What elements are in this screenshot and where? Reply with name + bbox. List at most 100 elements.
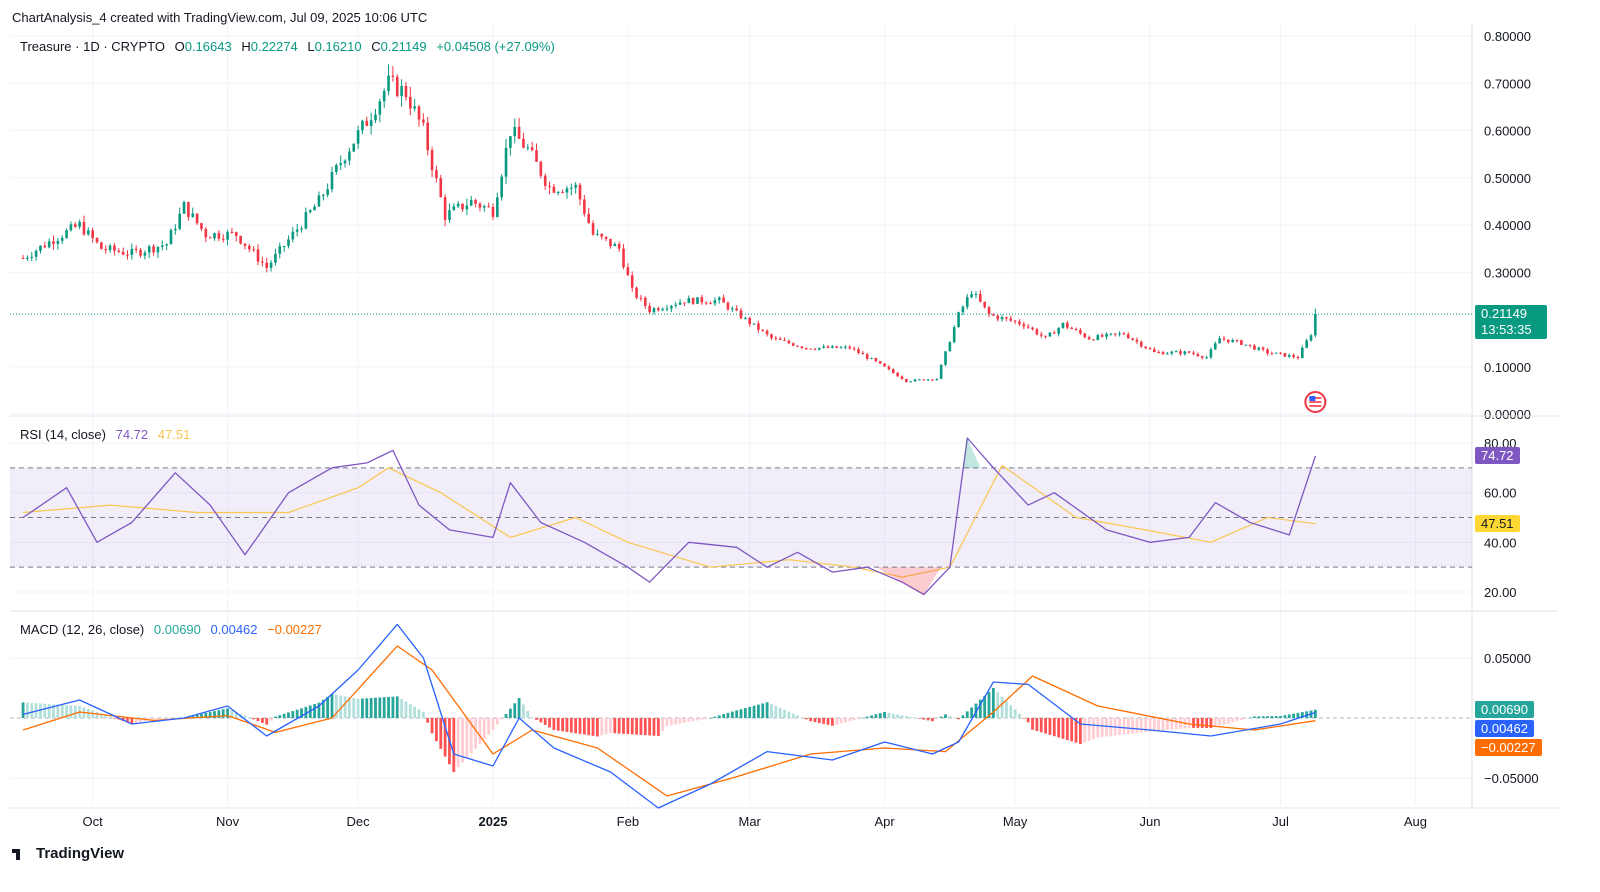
candle (1161, 350, 1165, 355)
candle (152, 244, 155, 256)
macd-hist-bar (996, 692, 1000, 718)
candle-body (870, 358, 873, 360)
candle-body (439, 178, 443, 198)
candle-body (422, 119, 425, 123)
candle-body (770, 334, 773, 339)
macd-hist-bar (1022, 718, 1026, 719)
candle-body (417, 106, 421, 120)
candle (1009, 315, 1013, 323)
macd-line (22, 623, 1316, 809)
macd-hist-bar (260, 718, 264, 723)
macd-hist-bar (482, 718, 486, 740)
candle (870, 357, 873, 360)
candle-body (1174, 351, 1178, 353)
macd-hist-bar (1070, 718, 1074, 742)
candle-body (456, 203, 460, 207)
candle-body (1000, 317, 1004, 320)
macd-hist-bar (1152, 718, 1156, 732)
candle (1126, 331, 1130, 339)
macd-hist-bar (504, 714, 508, 718)
macd-hist-bar (561, 718, 565, 732)
candle (1305, 338, 1308, 349)
candle-body (1183, 351, 1187, 355)
candle-body (252, 249, 255, 251)
macd-hist-bar (700, 718, 704, 720)
candle (783, 337, 786, 341)
macd-hist-bar (1279, 715, 1282, 718)
candle-body (1161, 352, 1165, 355)
macd-hist-bar (513, 703, 517, 718)
candle-body (918, 379, 921, 381)
macd-hist-bar (1135, 718, 1139, 734)
tradingview-logo[interactable]: TradingView (12, 845, 124, 862)
macd-hist-bar (165, 718, 169, 719)
candle-body (1113, 333, 1117, 335)
macd-hist-bar (1105, 718, 1108, 737)
macd-hist-bar (304, 706, 308, 718)
candle (918, 378, 921, 381)
macd-hist-bar (1009, 705, 1013, 718)
candle (913, 378, 917, 382)
candle (709, 301, 712, 305)
candle-body (226, 231, 229, 240)
candle (948, 341, 952, 352)
candle-body (909, 381, 912, 383)
macd-title[interactable]: MACD (12, 26, close) (20, 622, 145, 637)
candle-body (691, 298, 695, 304)
candle-body (887, 366, 891, 370)
macd-hist-bar (848, 718, 852, 722)
candle-body (530, 147, 534, 151)
candle (100, 241, 103, 250)
candle-body (274, 253, 277, 263)
macd-hist-bar (73, 705, 77, 718)
macd-hist-bar (421, 712, 425, 718)
candle-body (687, 298, 691, 304)
candle (1192, 350, 1195, 356)
candle-body (896, 372, 899, 377)
rsi-badge: 74.72 (1475, 447, 1520, 464)
candle-body (134, 248, 138, 250)
symbol-label[interactable]: Treasure · 1D · CRYPTO (20, 39, 165, 54)
rsi-title[interactable]: RSI (14, close) (20, 427, 106, 442)
macd-hist-bar (787, 711, 791, 718)
macd-hist-bar (1205, 718, 1208, 728)
macd-hist-bar (274, 716, 277, 718)
candle-body (744, 317, 747, 319)
candle-body (230, 231, 234, 233)
candle-body (674, 304, 678, 306)
candle (974, 291, 978, 299)
candle-body (1240, 340, 1243, 345)
candle-body (169, 230, 173, 245)
candle (548, 181, 551, 195)
candle (352, 143, 356, 153)
candle-body (822, 346, 825, 348)
macd-hist-badge: 0.00690 (1475, 701, 1534, 718)
macd-hist-bar (539, 718, 543, 723)
candle-body (931, 379, 934, 381)
macd-hist-bar (917, 718, 921, 719)
macd-hist-bar (970, 707, 974, 718)
candle (905, 378, 908, 383)
flag-canton (1309, 396, 1316, 401)
candle-body (1026, 326, 1030, 328)
candle-body (526, 147, 530, 149)
candle-body (900, 376, 904, 380)
candle-body (596, 233, 599, 235)
macd-hist-bar (1226, 718, 1230, 724)
candle-body (1018, 321, 1021, 325)
candle (409, 86, 412, 116)
candle (744, 316, 747, 320)
candle (378, 98, 382, 123)
candle-body (574, 184, 577, 188)
candle-body (265, 262, 269, 268)
candle-body (82, 221, 86, 235)
macd-hist-bar (417, 709, 421, 718)
candle (865, 352, 869, 361)
candle (482, 204, 486, 212)
macd-hist-bar (160, 718, 164, 719)
candle-body (239, 235, 242, 244)
candle-body (165, 244, 168, 246)
candle (1261, 346, 1265, 352)
candle (1013, 320, 1017, 325)
